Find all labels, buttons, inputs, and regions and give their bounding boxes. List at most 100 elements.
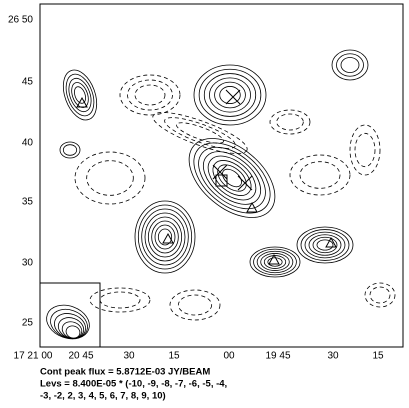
positive-contour — [65, 73, 95, 117]
positive-contour — [263, 255, 287, 269]
negative-contour — [176, 122, 224, 144]
positive-contour — [212, 160, 252, 196]
x-tick-label: 17 21 00 — [14, 351, 53, 362]
x-tick-label: 15 — [168, 351, 180, 362]
x-tick-label: 00 — [223, 351, 235, 362]
negative-contour — [177, 294, 213, 316]
plot-frame — [39, 3, 404, 348]
peak-flux: Cont peak flux = 5.8712E-03 JY/BEAM — [40, 367, 210, 378]
positive-contour — [134, 200, 196, 274]
negative-contour — [134, 84, 166, 106]
positive-contour — [198, 68, 262, 122]
positive-contour — [188, 138, 276, 218]
positive-contour — [209, 77, 251, 113]
triangle-marker — [162, 232, 174, 244]
positive-contour — [137, 204, 193, 270]
positive-contour — [50, 308, 88, 340]
positive-contour — [154, 224, 176, 250]
positive-contour — [249, 246, 301, 278]
cross-marker — [212, 164, 228, 180]
negative-contour — [289, 154, 351, 196]
positive-contour — [144, 212, 186, 262]
negative-contour — [164, 117, 236, 149]
x-axis: 17 21 00 20 45 30 15 00 19 45 30 15 — [14, 351, 384, 362]
positive-contour — [308, 234, 342, 256]
positive-contour — [300, 229, 350, 261]
positive-contour — [253, 248, 297, 276]
negative-contour — [169, 289, 221, 321]
y-tick-label: 30 — [22, 258, 34, 269]
markers — [76, 89, 337, 265]
positive-contour — [46, 304, 90, 340]
negative-contour — [89, 287, 151, 313]
positive-contour — [340, 57, 360, 73]
contours — [59, 49, 396, 321]
negative-contour — [369, 286, 391, 304]
positive-contour — [331, 49, 369, 81]
y-tick-label: 25 — [22, 318, 34, 329]
triangle-marker — [76, 96, 88, 108]
triangle-marker — [325, 236, 337, 248]
positive-contour — [203, 73, 257, 117]
triangle-marker — [246, 201, 258, 213]
negative-contour — [119, 74, 181, 116]
negative-contour — [86, 160, 134, 196]
y-axis: 26 50 45 40 35 30 25 — [8, 15, 33, 329]
negative-contour — [349, 124, 381, 176]
positive-contour — [217, 164, 247, 192]
x-tick-label: 30 — [123, 351, 135, 362]
positive-contour — [304, 231, 346, 259]
positive-contour — [260, 253, 290, 271]
positive-contour — [61, 321, 83, 339]
positive-contour — [336, 53, 364, 77]
positive-contour — [256, 250, 294, 274]
negative-contour — [354, 132, 376, 168]
positive-contour — [316, 239, 334, 251]
square-marker — [215, 174, 228, 187]
positive-contour — [62, 69, 98, 121]
positive-contour — [193, 142, 271, 214]
positive-contour — [207, 155, 257, 201]
positive-contour — [312, 236, 338, 254]
x-tick-label: 19 45 — [265, 351, 290, 362]
beam-inset — [39, 282, 101, 348]
negative-contour — [99, 291, 141, 309]
y-tick-label: 40 — [22, 138, 34, 149]
levels-line: Levs = 8.400E-05 * (-10, -9, -8, -7, -6,… — [40, 379, 227, 390]
positive-contour — [219, 86, 241, 104]
positive-contour — [198, 146, 266, 210]
negative-contour — [364, 282, 396, 308]
positive-contour — [62, 144, 78, 156]
y-tick-label: 26 50 — [8, 15, 33, 26]
y-tick-label: 35 — [22, 197, 34, 208]
positive-contour — [141, 208, 189, 266]
positive-contour — [74, 86, 86, 104]
positive-contour — [59, 141, 81, 159]
negative-contour — [269, 109, 311, 135]
negative-contour — [299, 161, 341, 189]
negative-contour — [276, 113, 304, 131]
triangle-marker — [268, 253, 280, 265]
levels-line: -3, -2, 2, 3, 4, 5, 6, 7, 8, 9, 10) — [40, 391, 166, 402]
positive-contour — [71, 82, 89, 108]
positive-contour — [151, 220, 179, 254]
positive-contour — [203, 151, 261, 205]
positive-contour — [147, 216, 183, 258]
x-tick-label: 20 45 — [68, 351, 93, 362]
negative-contour — [74, 151, 146, 205]
y-tick-label: 45 — [22, 77, 34, 88]
beam-box — [39, 282, 101, 348]
positive-contour — [296, 226, 354, 264]
positive-contour — [214, 81, 246, 109]
positive-contour — [57, 317, 85, 339]
negative-contour — [152, 112, 248, 154]
negative-contour — [127, 79, 173, 111]
positive-contour — [193, 64, 267, 126]
positive-contour — [68, 77, 92, 113]
positive-contour — [157, 228, 173, 246]
positive-contour — [222, 168, 242, 188]
positive-contour — [54, 313, 86, 339]
x-tick-label: 15 — [372, 351, 384, 362]
